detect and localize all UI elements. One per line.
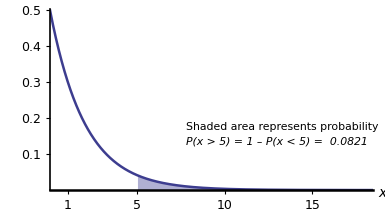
Text: P(x > 5) = 1 – P(x < 5) =  0.0821: P(x > 5) = 1 – P(x < 5) = 0.0821 (186, 137, 368, 147)
Text: Shaded area represents probability: Shaded area represents probability (186, 122, 379, 132)
Text: x: x (379, 186, 385, 200)
